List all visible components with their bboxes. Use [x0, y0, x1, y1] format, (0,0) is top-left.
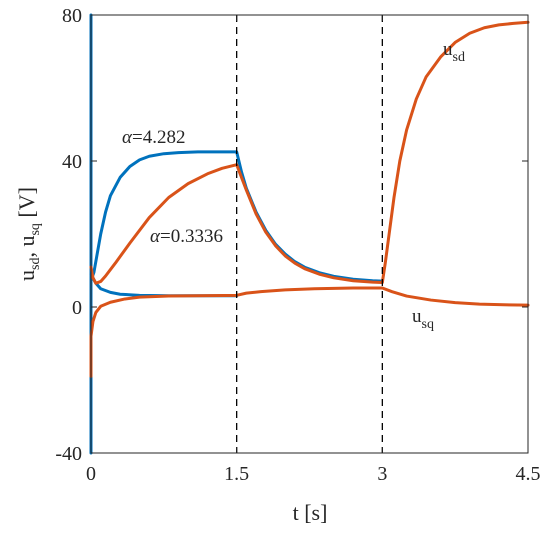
annotation-alpha-4-282: α=4.282 [122, 127, 185, 148]
series-layer [89, 13, 530, 455]
vertical-reference-lines [236, 15, 383, 453]
series-line-2 [89, 272, 239, 298]
annotation-alpha-0-3336: α=0.3336 [150, 226, 223, 247]
x-tick-label: 0 [86, 463, 96, 485]
x-tick-label: 3 [377, 463, 387, 485]
x-axis-label: t [s] [293, 500, 328, 525]
x-tick-label: 4.5 [516, 463, 541, 485]
x-tick-label: 1.5 [224, 463, 249, 485]
series-line-3 [89, 20, 530, 285]
annotation-usd: usd [443, 39, 465, 65]
series-line-4 [89, 286, 530, 378]
y-tick-label: 0 [72, 297, 82, 319]
plot-area-border [90, 14, 529, 454]
y-axis-label: usd, usq [V] [14, 187, 43, 281]
y-tick-label: 40 [62, 151, 82, 173]
y-tick-label: -40 [55, 443, 82, 465]
annotation-usq: usq [412, 306, 434, 332]
y-tick-label: 80 [62, 5, 82, 27]
